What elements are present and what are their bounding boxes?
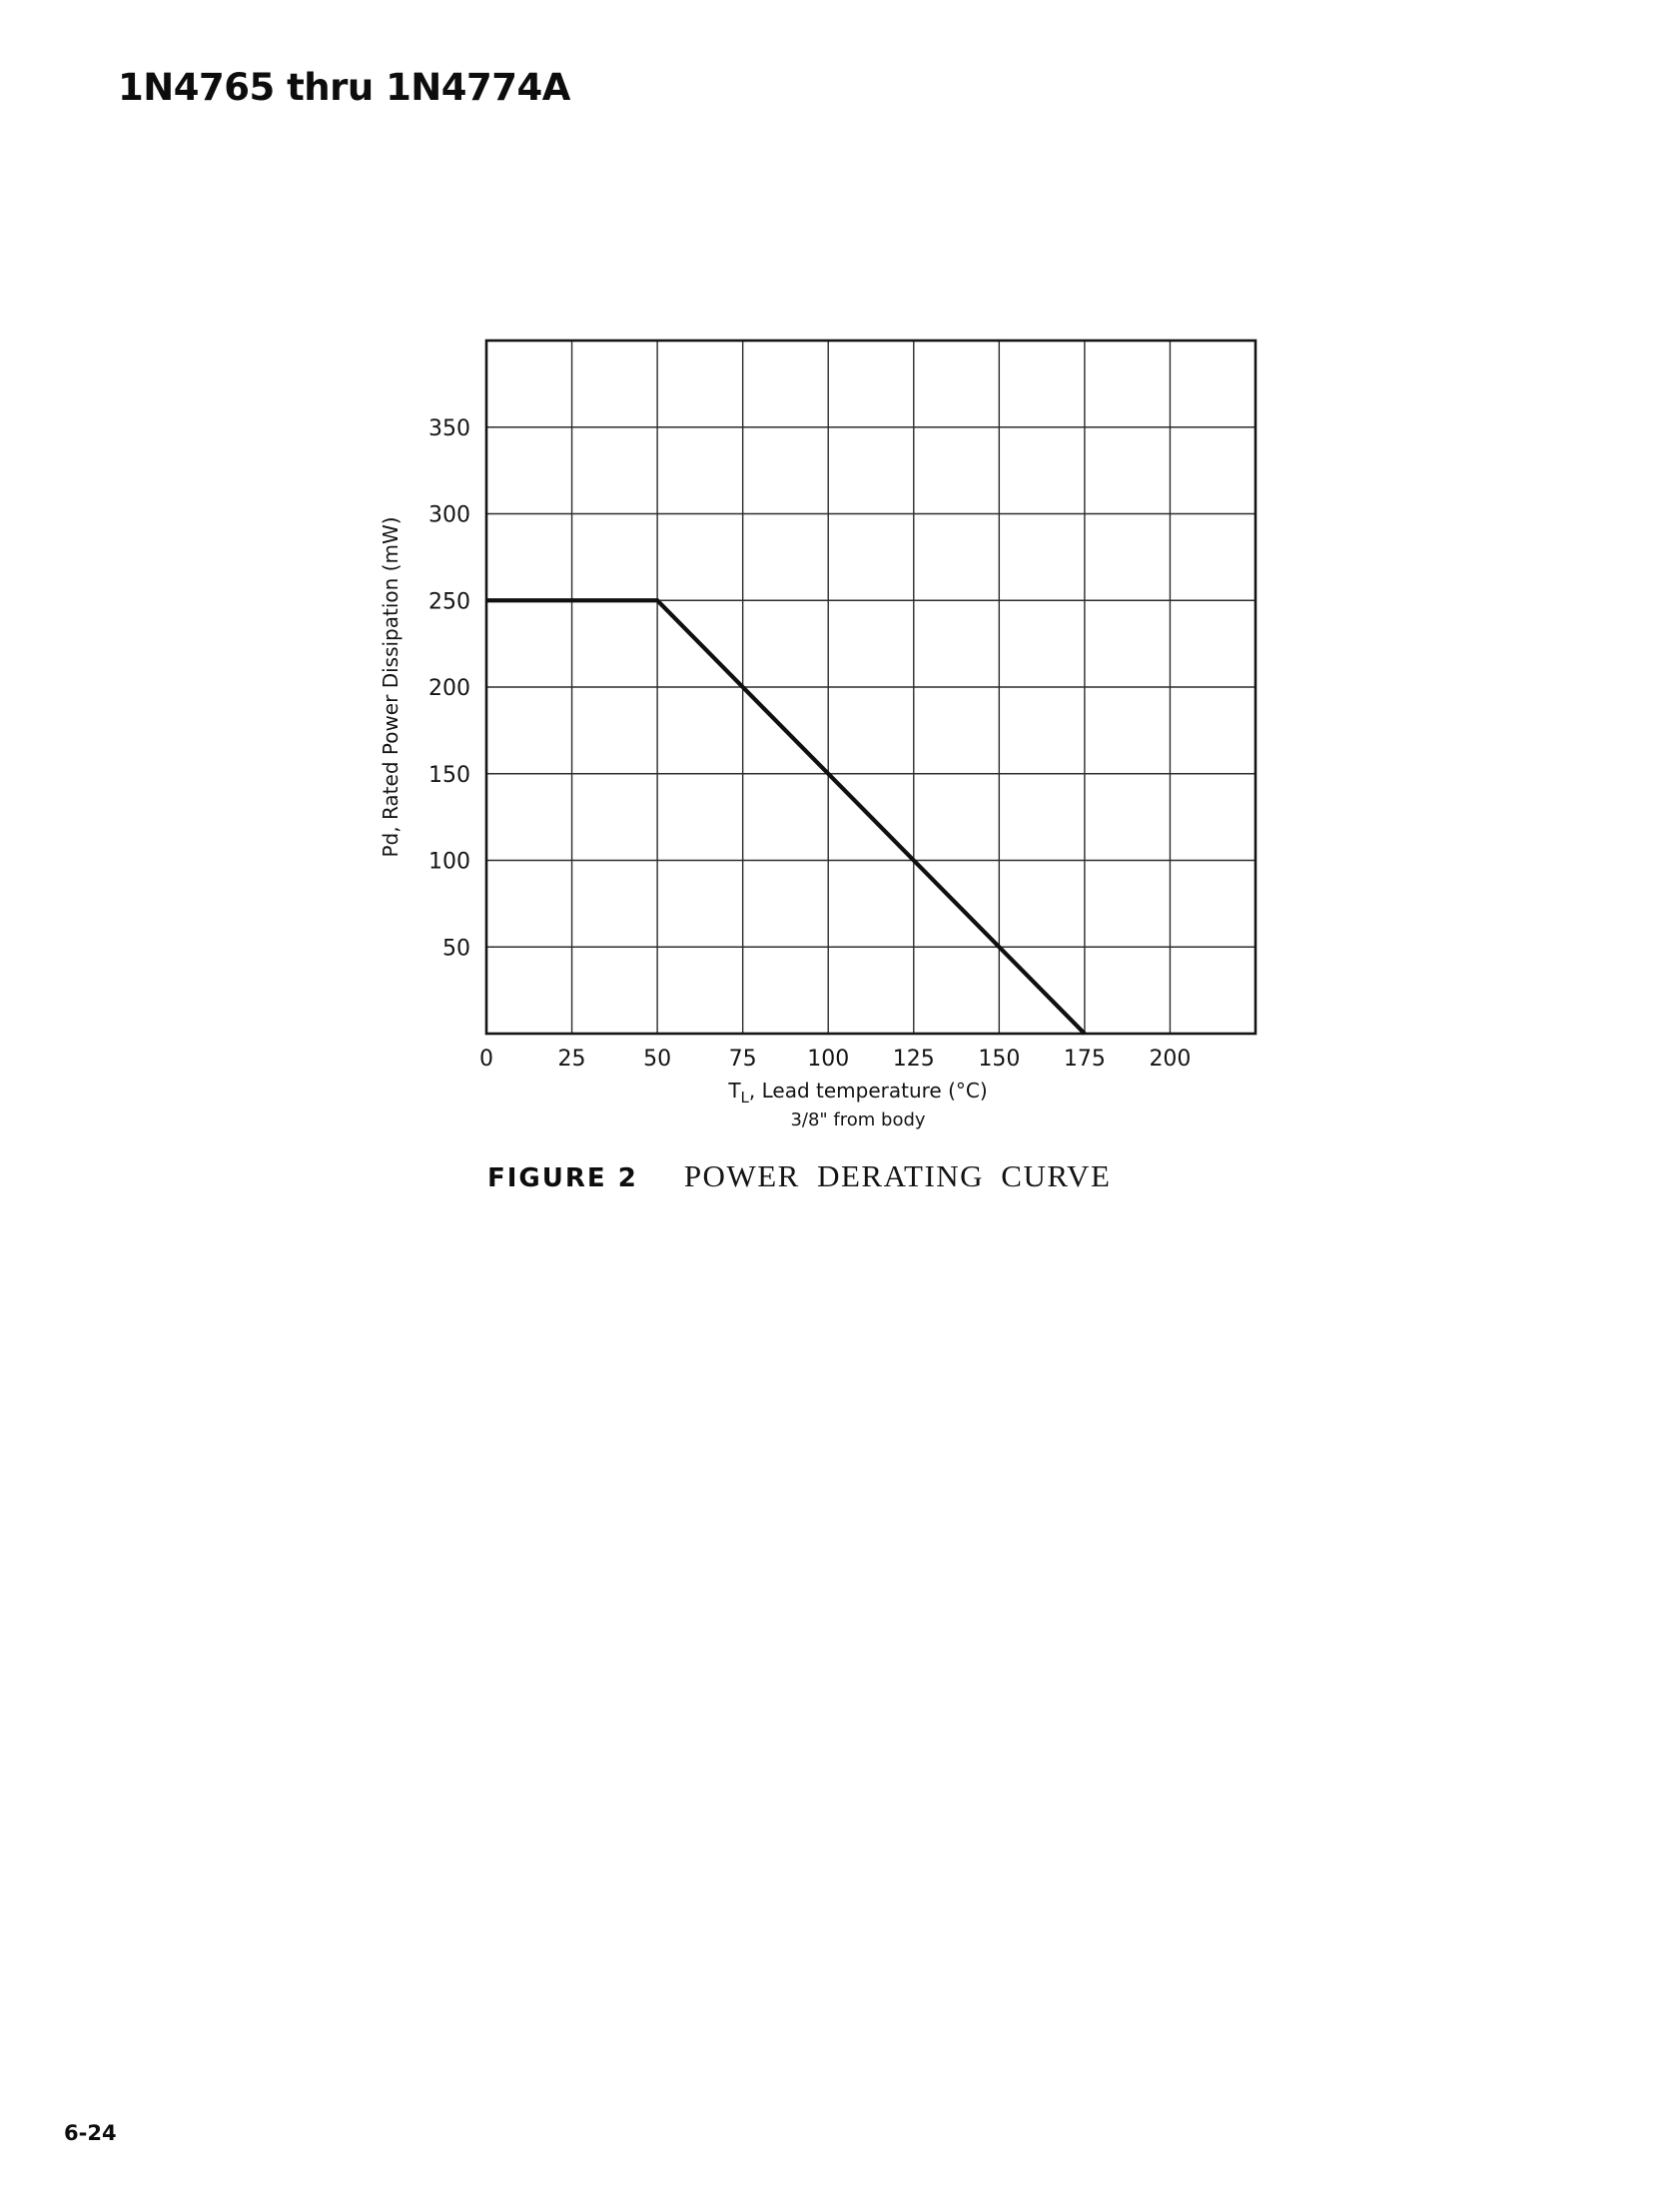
x-tick-label: 200 (1149, 1047, 1191, 1072)
y-tick-label: 50 (442, 936, 470, 961)
y-tick-label: 350 (428, 416, 470, 441)
x-tick-label: 150 (978, 1047, 1020, 1072)
y-tick-label: 100 (428, 850, 470, 875)
x-tick-label: 0 (479, 1047, 493, 1072)
x-tick-label: 125 (893, 1047, 935, 1072)
y-tick-label: 250 (428, 589, 470, 614)
figure-title: POWER DERATING CURVE (683, 1158, 1112, 1193)
x-tick-label: 175 (1064, 1047, 1106, 1072)
x-axis-subtitle: 3/8" from body (790, 1109, 925, 1130)
figure-label: FIGURE 2 (487, 1163, 638, 1193)
plot-border (484, 339, 1257, 1036)
x-tick-label: 50 (643, 1047, 671, 1072)
page-number: 6-24 (64, 2121, 117, 2145)
y-axis-title: Pd, Rated Power Dissipation (mW) (379, 516, 403, 857)
derating-line (486, 598, 1087, 1036)
y-tick-label: 300 (428, 503, 470, 528)
x-axis-title: TL, Lead temperature (°C) (727, 1079, 987, 1106)
x-tick-label: 100 (807, 1047, 849, 1072)
y-tick-label: 150 (428, 763, 470, 788)
figure-caption: FIGURE 2 POWER DERATING CURVE (487, 1158, 1111, 1194)
page-heading: 1N4765 thru 1N4774A (118, 66, 570, 109)
y-tick-label: 200 (428, 676, 470, 701)
x-tick-label: 25 (558, 1047, 586, 1072)
x-tick-label: 75 (729, 1047, 757, 1072)
